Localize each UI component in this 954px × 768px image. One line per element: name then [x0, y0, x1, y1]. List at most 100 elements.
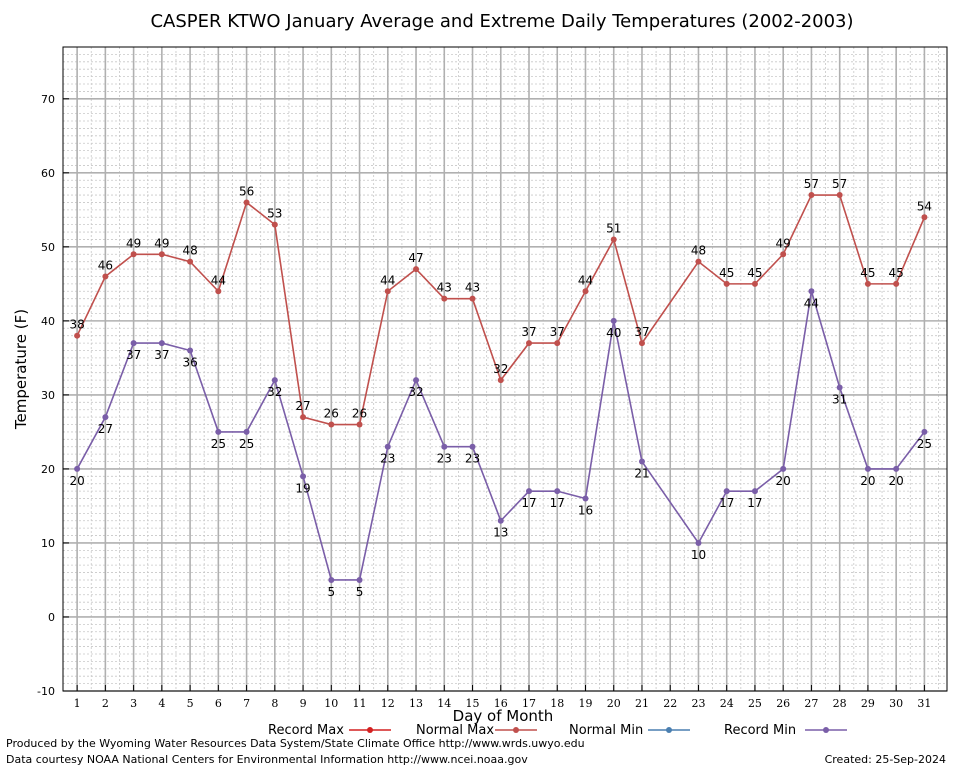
- data-label: 10: [691, 548, 706, 562]
- series-normal-max: 38 46 49 49 48 44 56 53 27 26 26 44 47 43 43 32 37 37 44 51…: [69, 177, 932, 428]
- x-tick-label: 24: [720, 697, 734, 710]
- x-tick-label: 20: [607, 697, 621, 710]
- data-point: [526, 340, 533, 347]
- data-point: [130, 340, 137, 347]
- y-tick-label: 50: [41, 241, 55, 254]
- legend-label: Normal Max: [416, 723, 494, 738]
- x-tick-label: 7: [243, 697, 250, 710]
- data-point: [271, 221, 278, 228]
- data-label: 17: [719, 496, 734, 510]
- data-label: 37: [550, 325, 565, 339]
- data-point: [893, 280, 900, 287]
- data-label: 26: [352, 407, 367, 421]
- data-point: [102, 273, 109, 280]
- data-label: 36: [182, 355, 197, 369]
- data-label: 44: [578, 273, 593, 287]
- data-point: [808, 192, 815, 199]
- data-point: [497, 377, 504, 384]
- data-point: [356, 576, 363, 583]
- x-axis-title: Day of Month: [453, 707, 554, 725]
- data-label: 45: [719, 266, 734, 280]
- data-point: [243, 428, 250, 435]
- data-label: 43: [465, 281, 480, 295]
- grid-lines: [63, 46, 947, 692]
- data-label: 37: [126, 348, 141, 362]
- data-point: [215, 288, 222, 295]
- data-point: [638, 340, 645, 347]
- x-tick-label: 17: [522, 697, 536, 710]
- data-label: 20: [69, 474, 84, 488]
- data-label: 38: [69, 318, 84, 332]
- data-point: [864, 465, 871, 472]
- data-label: 45: [747, 266, 762, 280]
- data-point: [751, 280, 758, 287]
- x-tick-label: 6: [215, 697, 222, 710]
- data-point: [723, 488, 730, 495]
- y-tick-label: 20: [41, 463, 55, 476]
- created-date: Created: 25-Sep-2024: [824, 753, 946, 766]
- data-point: [74, 332, 81, 339]
- data-label: 53: [267, 207, 282, 221]
- data-point: [695, 539, 702, 546]
- data-point: [158, 340, 165, 347]
- data-point: [328, 576, 335, 583]
- data-label: 37: [634, 325, 649, 339]
- x-tick-label: 25: [748, 697, 762, 710]
- data-label: 5: [356, 585, 364, 599]
- x-tick-label: 8: [271, 697, 278, 710]
- data-point: [554, 340, 561, 347]
- data-label: 56: [239, 184, 254, 198]
- data-point: [102, 414, 109, 421]
- x-tick-label: 9: [300, 697, 307, 710]
- data-point: [469, 295, 476, 302]
- data-label: 49: [776, 236, 791, 250]
- series-line: [76, 194, 926, 426]
- data-point: [836, 192, 843, 199]
- data-label: 37: [154, 348, 169, 362]
- x-tick-label: 21: [635, 697, 649, 710]
- data-label: 49: [126, 236, 141, 250]
- legend-swatch-marker: [513, 727, 519, 733]
- legend-item-normal-min: Normal Min: [569, 723, 690, 738]
- data-label: 48: [691, 244, 706, 258]
- legend-swatch-marker: [823, 727, 829, 733]
- data-point: [610, 317, 617, 324]
- x-tick-label: 1: [74, 697, 81, 710]
- data-label: 48: [182, 244, 197, 258]
- x-tick-label: 2: [102, 697, 109, 710]
- data-point: [554, 488, 561, 495]
- y-tick-label: 70: [41, 93, 55, 106]
- series-line: [76, 291, 926, 581]
- data-point: [413, 377, 420, 384]
- x-tick-label: 19: [578, 697, 592, 710]
- x-tick-label: 16: [494, 697, 508, 710]
- data-point: [582, 495, 589, 502]
- x-tick-label: 3: [130, 697, 137, 710]
- data-point: [74, 465, 81, 472]
- data-point: [187, 258, 194, 265]
- data-point: [695, 258, 702, 265]
- data-point: [582, 288, 589, 295]
- legend-item-record-min: Record Min: [724, 723, 847, 738]
- data-point: [384, 443, 391, 450]
- data-label: 40: [606, 326, 621, 340]
- data-point: [441, 443, 448, 450]
- data-label: 20: [860, 474, 875, 488]
- data-point: [526, 488, 533, 495]
- x-tick-label: 4: [158, 697, 165, 710]
- data-label: 57: [804, 177, 819, 191]
- data-point: [808, 288, 815, 295]
- data-label: 25: [239, 437, 254, 451]
- legend-label: Normal Min: [569, 723, 643, 738]
- series-record-min: 20 27 37 37 36 25 25 32 19 5 5 23 32 23 23 13 17 17 16 40 21…: [69, 288, 932, 599]
- data-label: 5: [327, 585, 335, 599]
- data-label: 27: [98, 422, 113, 436]
- data-point: [243, 199, 250, 206]
- x-tick-label: 28: [833, 697, 847, 710]
- data-point: [921, 214, 928, 221]
- x-tick-label: 31: [917, 697, 931, 710]
- y-tick-label: 0: [48, 611, 55, 624]
- legend-swatch-marker: [666, 727, 672, 733]
